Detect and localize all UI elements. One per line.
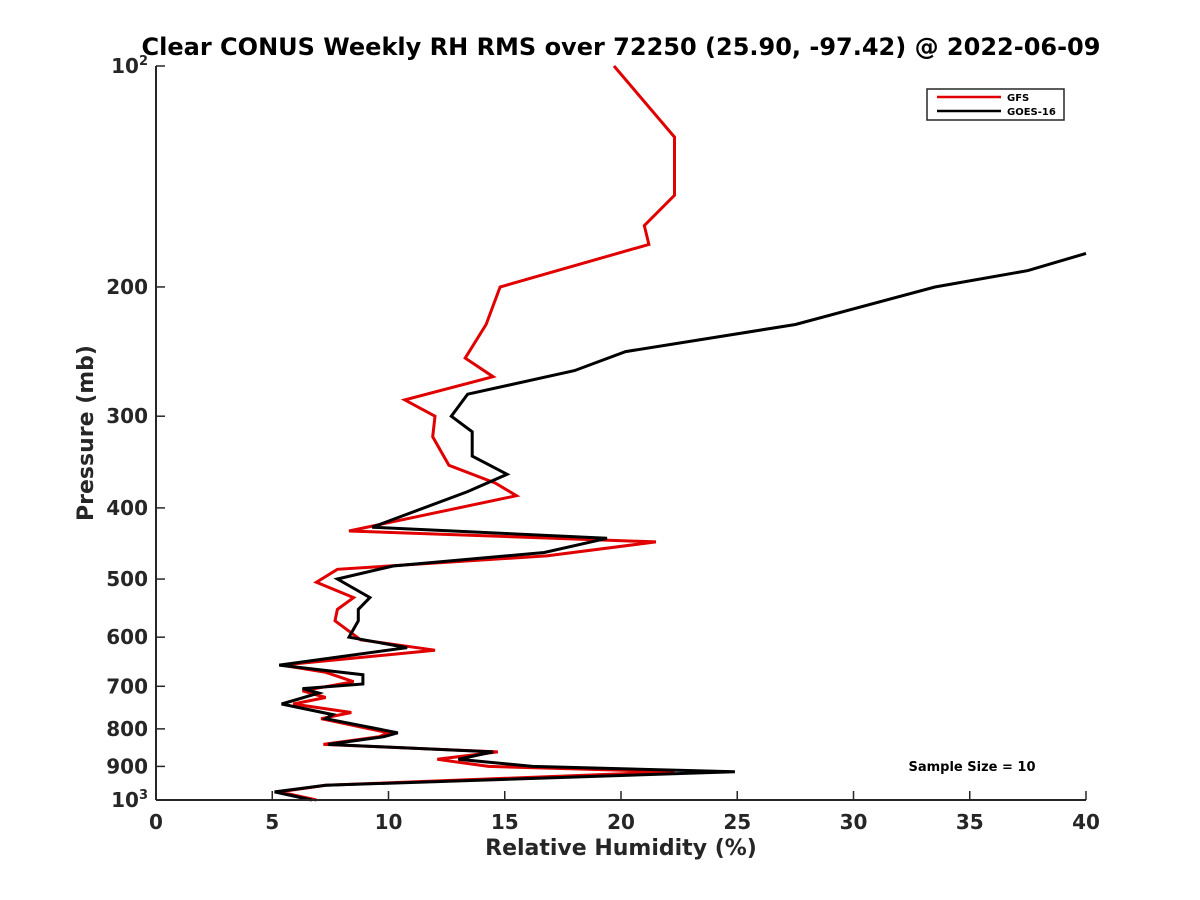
legend: GFS GOES-16 — [926, 88, 1065, 121]
y-tick-exponent: 2 — [139, 54, 148, 69]
y-tick-label: 300 — [106, 404, 148, 428]
y-tick-label: 600 — [106, 625, 148, 649]
y-axis-label: Pressure (mb) — [74, 345, 99, 521]
plot-lines — [274, 65, 1087, 802]
y-tick-label: 900 — [106, 754, 148, 778]
y-tick-label: 103 — [111, 788, 148, 812]
x-tick-label: 0 — [149, 810, 163, 834]
x-tick-label: 35 — [956, 810, 984, 834]
y-tick-label: 500 — [106, 567, 148, 591]
x-tick-label: 20 — [607, 810, 635, 834]
sample-size-annotation: Sample Size = 10 — [908, 760, 1035, 775]
legend-label-gfs: GFS — [1007, 93, 1029, 104]
y-tick-label: 200 — [106, 275, 148, 299]
series-line-goes16 — [274, 251, 1087, 802]
x-tick-label: 30 — [840, 810, 868, 834]
y-tick-base: 10 — [111, 54, 139, 78]
y-tick-base: 10 — [111, 788, 139, 812]
y-tick-label: 102 — [111, 54, 148, 78]
y-tick-label: 700 — [106, 674, 148, 698]
y-tick-label: 400 — [106, 496, 148, 520]
legend-box — [926, 88, 1065, 121]
y-tick-exponent: 3 — [139, 788, 148, 803]
chart-title: Clear CONUS Weekly RH RMS over 72250 (25… — [142, 33, 1101, 61]
x-tick-label: 40 — [1072, 810, 1100, 834]
x-tick-label: 25 — [723, 810, 751, 834]
y-tick-label: 800 — [106, 717, 148, 741]
x-axis-ticks: 0 5 10 15 20 25 30 35 40 — [149, 791, 1100, 834]
x-axis-label: Relative Humidity (%) — [485, 836, 757, 861]
legend-label-goes16: GOES-16 — [1007, 107, 1056, 118]
series-line-gfs — [278, 65, 676, 802]
x-tick-label: 5 — [265, 810, 279, 834]
x-tick-label: 10 — [375, 810, 403, 834]
x-tick-label: 15 — [491, 810, 519, 834]
